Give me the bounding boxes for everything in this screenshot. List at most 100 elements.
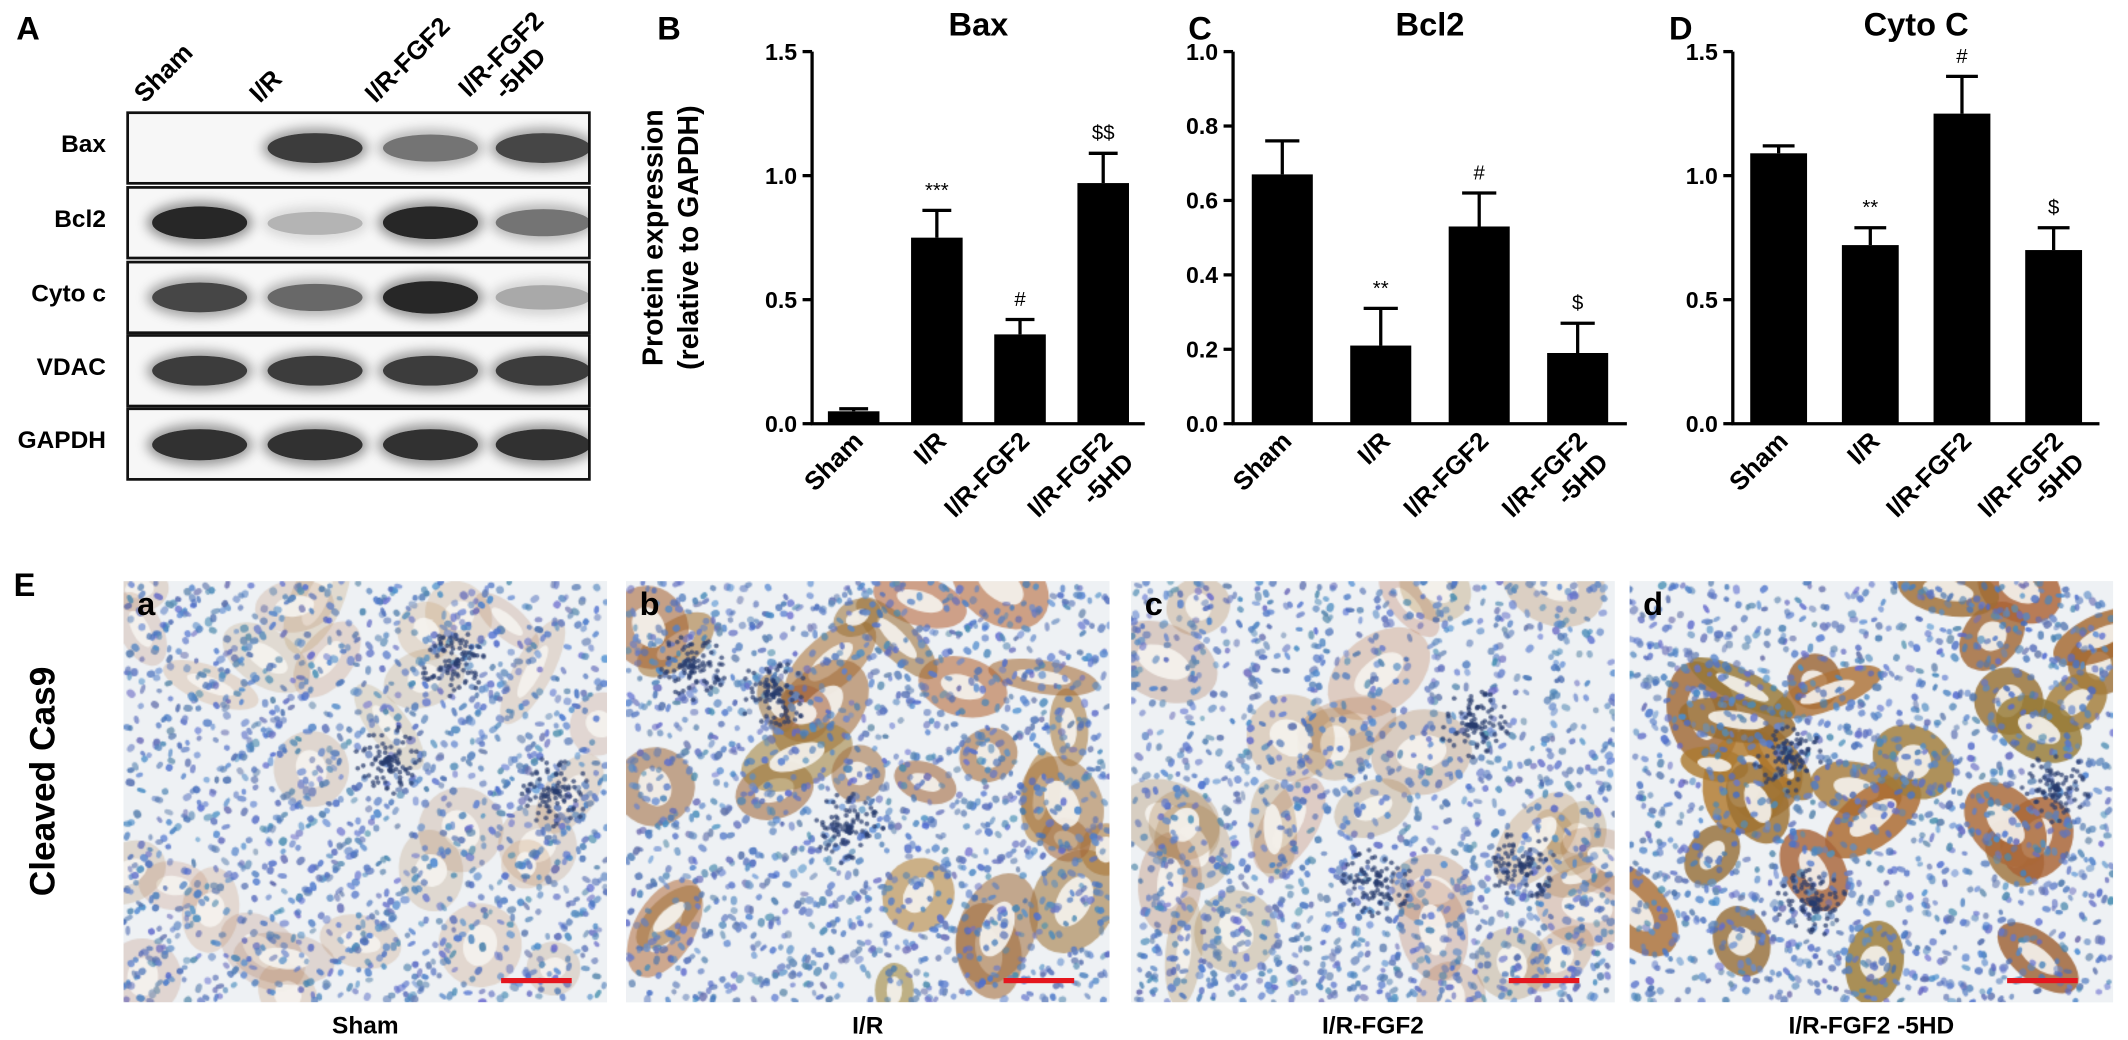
blot-band	[267, 428, 363, 460]
panel-a-letter: A	[16, 10, 40, 48]
scale-bar	[1003, 977, 1075, 984]
ihc-image-caption: Sham	[332, 1011, 399, 1039]
x-tick-label: I/R-FGF2	[1399, 427, 1495, 523]
blot-band	[495, 428, 589, 460]
y-tick-label: 0.6	[1186, 188, 1218, 214]
blot-band	[267, 355, 363, 387]
blot-band	[382, 355, 479, 387]
x-tick-label-line: I/R	[1353, 427, 1396, 470]
bar	[994, 334, 1046, 424]
blot-band	[152, 206, 248, 239]
x-tick-label-line: I/R-FGF2	[1399, 427, 1495, 523]
x-tick-label: I/R	[1842, 427, 1885, 470]
blot-band	[152, 355, 248, 387]
chart-title: Bcl2	[1396, 5, 1465, 42]
blot-lane-label: I/R	[244, 65, 289, 109]
blot-band	[152, 139, 247, 158]
blot-row-cyto-c	[126, 260, 591, 335]
x-tick-label-line: I/R-FGF2	[1881, 427, 1977, 523]
blot-row-bcl2	[126, 186, 591, 260]
bcl2-bar-chart: Bcl2 0.0 0.2 0.4 0.6 0.8 1.0 Sham ** I/R # I/R-FGF2…	[1186, 5, 1627, 523]
bar	[1448, 226, 1510, 424]
significance-mark: #	[1014, 289, 1026, 311]
blot-band	[495, 133, 589, 163]
bar	[911, 237, 963, 424]
blot-row-label: Bax	[61, 130, 106, 158]
y-tick-label: 0.4	[1186, 262, 1218, 288]
y-tick-label: 0.0	[1686, 411, 1718, 437]
blot-band	[267, 283, 363, 312]
blot-row-bax	[126, 111, 591, 185]
blot-row-label: VDAC	[36, 353, 106, 381]
bar	[2025, 250, 2083, 424]
significance-mark: $	[1572, 293, 1583, 315]
y-tick-label: 1.0	[1686, 163, 1718, 189]
y-tick-label: 1.0	[765, 163, 797, 189]
ihc-image-caption: I/R-FGF2 -5HD	[1788, 1011, 1955, 1039]
bar	[1750, 153, 1808, 424]
bar	[1547, 352, 1609, 424]
significance-mark: ***	[925, 180, 949, 202]
ihc-image-a: a	[123, 581, 608, 1003]
chart-title: Cyto C	[1864, 5, 1969, 42]
cleaved-cas9-label: Cleaved Cas9	[21, 666, 63, 897]
blot-row-label: GAPDH	[17, 426, 106, 454]
significance-mark: #	[1956, 46, 1968, 68]
ihc-image-b: b	[626, 581, 1110, 1003]
y-axis-label: Protein expression (relative to GAPDH)	[638, 105, 705, 369]
x-tick-label: I/R-FGF2	[1881, 427, 1977, 523]
x-tick-label: Sham	[1724, 427, 1793, 496]
x-tick-label: I/R	[1353, 427, 1396, 470]
ihc-image-caption: I/R-FGF2	[1322, 1011, 1424, 1039]
blot-band	[152, 282, 248, 313]
blot-lane-label: I/R-FGF2	[360, 12, 457, 109]
bar	[1077, 183, 1129, 424]
chart-title: Bax	[949, 5, 1009, 42]
blot-lane-label: I/R-FGF2 -5HD	[453, 6, 553, 106]
ihc-image-c: c	[1131, 581, 1615, 1003]
ihc-image-caption: I/R	[852, 1011, 884, 1039]
blot-band	[495, 209, 589, 237]
x-tick-label-line: I/R-FGF2	[939, 427, 1035, 523]
scale-bar	[1508, 977, 1580, 984]
y-tick-label: 1.5	[765, 39, 797, 65]
panel-d-letter: D	[1668, 10, 1693, 48]
x-tick-label-line: I/R	[1842, 427, 1885, 470]
blot-band	[382, 206, 479, 239]
x-tick-label-line: Sham	[1724, 427, 1793, 496]
blot-row-label: Cyto c	[31, 279, 106, 307]
scale-bar	[501, 977, 572, 984]
bar	[1933, 113, 1991, 424]
y-tick-label: 0.0	[765, 411, 797, 437]
bar	[1251, 174, 1313, 424]
blot-band	[152, 428, 248, 460]
significance-mark: $$	[1092, 123, 1115, 145]
ihc-image-letter: d	[1643, 586, 1664, 624]
ihc-image-letter: b	[639, 586, 660, 624]
x-tick-label: I/R-FGF2-5HD	[1023, 427, 1140, 523]
bar	[1350, 345, 1412, 424]
blot-band	[382, 281, 479, 314]
bar	[827, 411, 880, 424]
significance-mark: **	[1862, 197, 1878, 219]
y-axis-label-line: Protein expression	[638, 109, 670, 366]
bax-bar-chart: Bax 0.0 0.5 1.0 1.5 Protein expression (relati…	[638, 5, 1145, 523]
y-tick-label: 1.5	[1686, 39, 1718, 65]
significance-mark: **	[1373, 278, 1389, 300]
blot-row-label: Bcl2	[54, 205, 106, 233]
blot-band	[382, 428, 479, 460]
x-tick-label: I/R-FGF2-5HD	[1973, 427, 2090, 523]
bar	[1841, 245, 1899, 424]
x-tick-label: I/R-FGF2	[939, 427, 1035, 523]
y-tick-label: 0.0	[1186, 411, 1218, 437]
cyto-c-bar-chart: Cyto C 0.0 0.5 1.0 1.5 Sham ** I/R # I/R-FGF2 $ I/R…	[1686, 5, 2100, 523]
significance-mark: #	[1474, 162, 1486, 184]
ihc-texture	[1629, 581, 2114, 1003]
y-tick-label: 1.0	[1186, 39, 1218, 65]
blot-band	[495, 355, 589, 387]
ihc-image-d: d	[1629, 581, 2114, 1003]
y-tick-label: 0.5	[1686, 287, 1718, 313]
x-tick-label: I/R	[909, 427, 952, 470]
scale-bar	[2007, 977, 2078, 984]
